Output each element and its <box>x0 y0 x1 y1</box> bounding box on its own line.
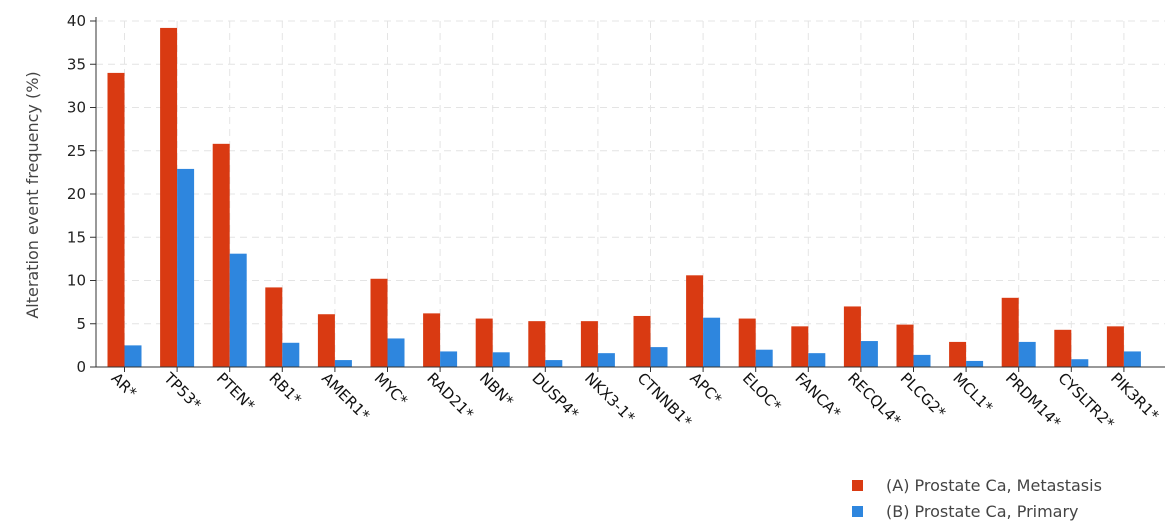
x-tick-label: MCL1* <box>949 369 997 417</box>
bar-primary <box>913 354 931 367</box>
bar-metastasis <box>896 324 914 367</box>
legend-label-primary: (B) Prostate Ca, Primary <box>886 501 1079 521</box>
legend-swatch-primary <box>852 505 863 517</box>
bar-primary <box>650 347 668 367</box>
x-tick-label: TP53* <box>160 368 205 413</box>
y-tick-label: 25 <box>67 142 86 160</box>
bar-metastasis <box>738 318 756 367</box>
x-tick-labels: AR* TP53* PTEN* RB1* AMER1*MYC* RAD21*NBN* DUS… <box>108 368 1163 433</box>
y-tick-label: 35 <box>67 55 86 73</box>
x-tick-label: CTNNB1* <box>634 369 696 431</box>
y-axis-title: Alteration event frequency (%) <box>23 71 42 318</box>
bar-primary <box>545 360 563 367</box>
bar-primary <box>124 345 142 367</box>
bar-metastasis <box>1106 326 1124 367</box>
bar-metastasis <box>528 321 546 367</box>
legend-item-metastasis: (A) Prostate Ca, Metastasis <box>852 472 1102 498</box>
x-tick-label: RAD21* <box>423 369 477 423</box>
x-tick-label: NKX3-1* <box>581 369 639 427</box>
bar-primary <box>1123 351 1141 367</box>
bar-metastasis <box>370 278 388 367</box>
bar-primary <box>229 253 247 367</box>
bar-primary <box>808 353 826 367</box>
bar-primary <box>492 352 510 367</box>
y-tick-label: 10 <box>67 272 86 290</box>
x-tick-label: PRDM14* <box>1002 369 1065 432</box>
bar-metastasis <box>580 321 598 367</box>
bar-primary <box>860 341 878 367</box>
bar-metastasis <box>475 318 493 367</box>
x-tick-label: ELOC* <box>739 369 785 415</box>
legend-label-metastasis: (A) Prostate Ca, Metastasis <box>886 475 1102 495</box>
bar-primary <box>966 360 984 367</box>
bar-metastasis <box>107 72 125 368</box>
y-tick-label: 40 <box>67 12 86 30</box>
legend-swatch-metastasis <box>852 479 863 491</box>
x-tick-label: RB1* <box>265 369 305 409</box>
x-tick-label: APC* <box>686 369 725 408</box>
bar-primary <box>177 168 195 367</box>
bar-series <box>107 27 1141 368</box>
bar-metastasis <box>843 306 861 367</box>
bar-primary <box>1071 359 1089 367</box>
y-tick-label: 30 <box>67 99 86 117</box>
x-tick-label: PTEN* <box>213 369 259 415</box>
bar-metastasis <box>949 341 967 367</box>
y-tick-label: 15 <box>67 228 86 246</box>
grid-lines <box>96 20 1165 367</box>
bar-metastasis <box>212 143 230 367</box>
y-tick-label: 20 <box>67 185 86 203</box>
x-tick-label: PLCG2* <box>897 369 950 422</box>
bar-metastasis <box>160 27 178 367</box>
bar-metastasis <box>1001 297 1019 367</box>
bar-primary <box>755 349 773 367</box>
legend: (A) Prostate Ca, Metastasis (B) Prostate… <box>852 472 1102 524</box>
bar-metastasis <box>265 287 283 367</box>
x-tick-label: NBN* <box>476 369 518 411</box>
bar-metastasis <box>317 314 335 367</box>
bar-metastasis <box>686 275 704 367</box>
bar-metastasis <box>1054 329 1072 367</box>
x-tick-label: CYSLTR2* <box>1054 369 1118 433</box>
bar-metastasis <box>633 315 651 367</box>
y-tick-label: 0 <box>76 358 86 376</box>
x-tick-label: DUSP4* <box>528 369 582 423</box>
bar-primary <box>282 342 300 367</box>
bar-metastasis <box>423 313 441 367</box>
bar-primary <box>334 360 352 367</box>
x-tick-label: RECQL4* <box>844 369 905 430</box>
x-tick-label: MYC* <box>371 369 412 410</box>
bar-primary <box>440 351 458 367</box>
y-tick-label: 5 <box>76 315 86 333</box>
axes <box>90 17 1165 372</box>
x-tick-label: AMER1* <box>318 369 374 425</box>
y-tick-labels: 0 5 10 15 20 25 30 35 40 <box>67 12 86 376</box>
x-tick-label: FANCA* <box>791 369 844 422</box>
bar-primary <box>703 317 721 367</box>
bar-primary <box>387 338 405 367</box>
legend-item-primary: (B) Prostate Ca, Primary <box>852 498 1102 524</box>
bar-metastasis <box>791 326 809 367</box>
x-tick-label: AR* <box>108 369 141 402</box>
bar-primary <box>597 353 615 367</box>
bar-primary <box>1018 341 1036 367</box>
